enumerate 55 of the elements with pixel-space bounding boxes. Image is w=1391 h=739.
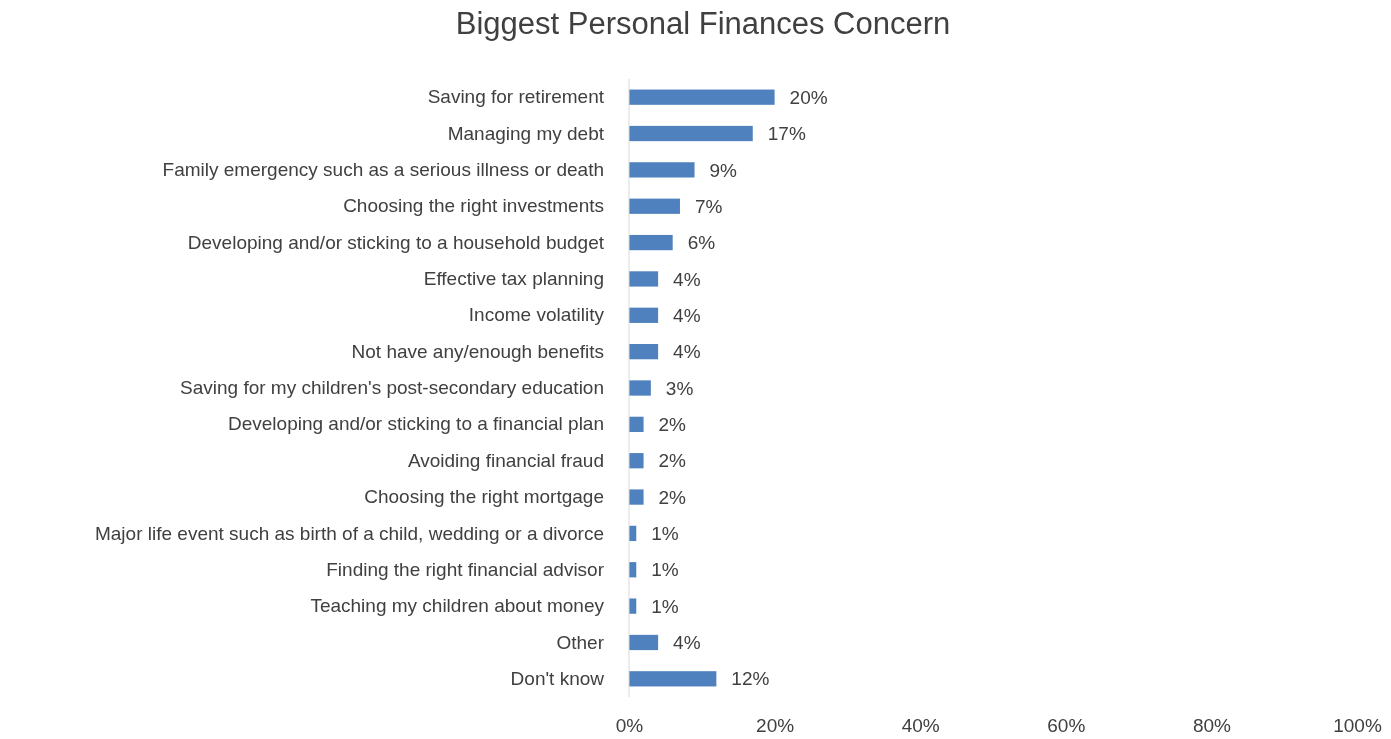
- y-tick-label: Avoiding financial fraud: [407, 449, 604, 471]
- bar: [629, 453, 644, 469]
- x-tick-label: 100%: [1333, 714, 1382, 736]
- data-label: 9%: [709, 159, 738, 181]
- y-tick-label: Developing and/or sticking to a household budget: [187, 231, 605, 253]
- data-label: 4%: [673, 341, 701, 363]
- y-tick-label: Effective tax planning: [423, 268, 604, 290]
- y-tick-label: Saving for retirement: [427, 86, 605, 108]
- y-tick-label: Choosing the right investments: [343, 195, 604, 217]
- data-label: 3%: [665, 377, 694, 399]
- data-label: 6%: [687, 232, 716, 254]
- y-tick-label: Finding the right financial advisor: [326, 558, 605, 580]
- data-label: 1%: [651, 559, 679, 581]
- data-label: 20%: [789, 86, 828, 108]
- y-tick-label: Managing my debt: [447, 122, 605, 144]
- data-label: 4%: [673, 304, 701, 326]
- y-tick-label: Developing and/or sticking to a financial plan: [227, 413, 604, 435]
- bar: [629, 634, 659, 651]
- data-label: 12%: [731, 668, 770, 690]
- data-label: 2%: [658, 414, 687, 435]
- bar: [629, 89, 775, 105]
- bar: [629, 489, 644, 505]
- x-tick-label: 60%: [1047, 714, 1086, 736]
- data-label: 4%: [673, 632, 701, 654]
- y-tick-label: Income volatility: [468, 304, 605, 326]
- bar: [629, 380, 651, 396]
- data-label: 7%: [694, 195, 723, 217]
- bar: [629, 344, 659, 360]
- x-tick-label: 20%: [756, 714, 795, 736]
- y-tick-label: Not have any/enough benefits: [351, 340, 604, 362]
- y-tick-label: Other: [556, 631, 605, 653]
- data-label: 1%: [651, 523, 679, 545]
- y-tick-label: Major life event such as birth of a child, wedding or a divorce: [94, 522, 604, 544]
- y-tick-label: Choosing the right mortgage: [364, 486, 604, 508]
- bar: [629, 416, 644, 432]
- x-tick-label: 40%: [901, 714, 940, 736]
- bar: [629, 671, 717, 687]
- chart-title: Biggest Personal Finances Concern: [455, 6, 951, 41]
- bar: [629, 234, 673, 251]
- bar: [629, 162, 695, 178]
- y-tick-label: Teaching my children about money: [310, 595, 605, 617]
- x-tick-label: 0%: [615, 714, 644, 736]
- bar: [629, 198, 680, 214]
- y-tick-label: Saving for my children's post-secondary education: [180, 377, 604, 399]
- bar: [629, 271, 659, 287]
- y-tick-label: Family emergency such as a serious illness or death: [162, 158, 604, 180]
- y-tick-label: Don't know: [510, 667, 605, 689]
- x-tick-label: 80%: [1192, 714, 1232, 736]
- bar: [629, 125, 753, 142]
- data-label: 17%: [767, 123, 806, 145]
- bar: [629, 307, 659, 323]
- data-label: 2%: [658, 486, 687, 508]
- data-label: 1%: [651, 595, 679, 617]
- data-label: 4%: [673, 268, 701, 290]
- data-label: 2%: [658, 450, 687, 472]
